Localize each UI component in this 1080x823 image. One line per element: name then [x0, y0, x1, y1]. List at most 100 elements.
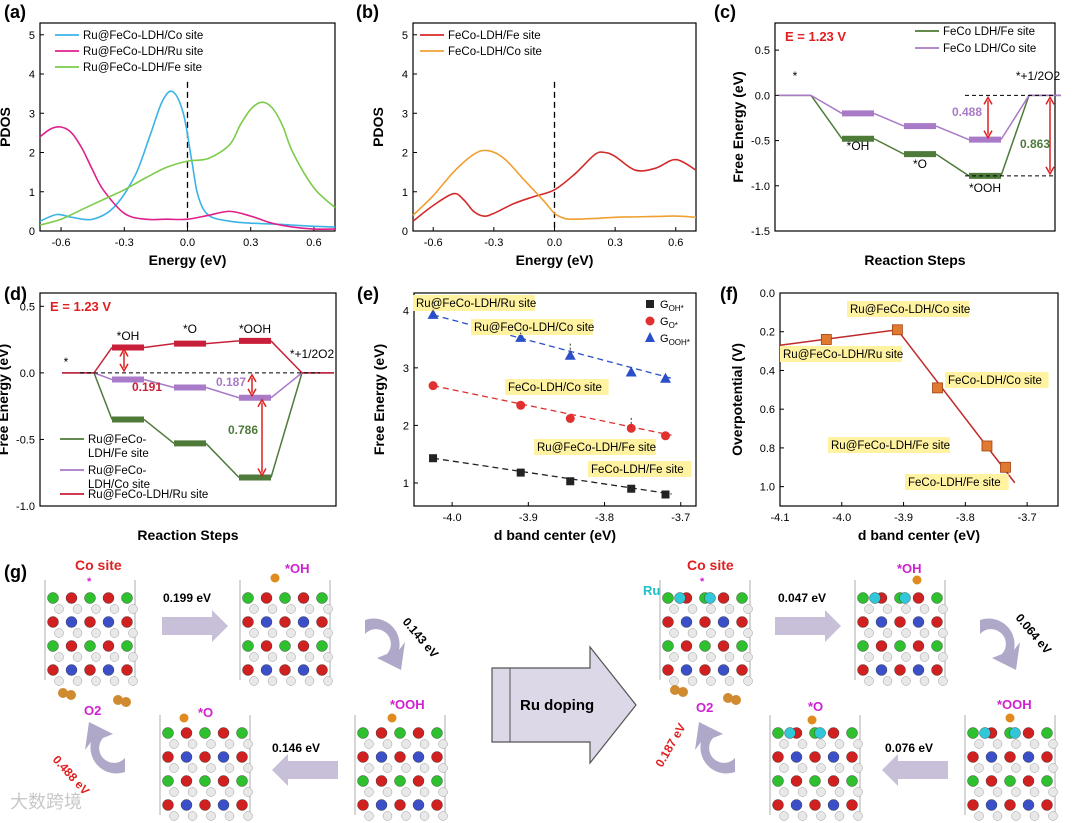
x-tick-label: -4.0 — [443, 512, 462, 524]
energy-connector — [270, 372, 303, 399]
ru-atom — [704, 592, 716, 604]
y-axis-label: PDOS — [0, 107, 13, 147]
label-highlight — [945, 372, 1049, 388]
atom — [790, 775, 803, 787]
data-point — [626, 423, 636, 433]
atom — [84, 616, 96, 628]
atom — [846, 751, 858, 763]
atom — [364, 811, 374, 821]
atom — [1022, 727, 1035, 739]
legend-label: FeCo LDH/Fe site — [943, 26, 1035, 38]
step-label: *O — [913, 157, 927, 171]
atom — [401, 811, 411, 821]
x-axis-label: Reaction Steps — [137, 527, 238, 543]
panel-label-e: (e) — [357, 284, 379, 304]
atom — [401, 763, 411, 773]
curved-arrow — [85, 722, 125, 774]
y-tick-label: 1 — [402, 187, 408, 199]
atom — [180, 727, 193, 739]
atom — [304, 676, 315, 686]
y-tick-label: 1 — [29, 187, 35, 199]
atom — [974, 739, 984, 749]
data-point — [515, 331, 527, 342]
y-tick-label: 3 — [29, 108, 35, 120]
atom — [249, 628, 259, 638]
legend-label: FeCo-LDH/Co site — [448, 46, 542, 58]
atom — [412, 799, 425, 811]
legend-subscript: OH* — [669, 304, 684, 313]
step-arrow — [272, 754, 338, 786]
x-tick-label: -3.8 — [956, 512, 975, 524]
step-energy: 0.064 eV — [1013, 611, 1055, 657]
atom — [992, 811, 1003, 821]
step-energy: 0.143 eV — [400, 615, 442, 661]
atom — [102, 664, 115, 676]
atom — [199, 775, 211, 787]
atom — [1004, 751, 1016, 763]
atom — [809, 751, 821, 763]
ru-doping-label: Ru doping — [520, 697, 594, 714]
atom — [260, 592, 273, 604]
o2-atom — [121, 697, 131, 707]
x-tick-label: -3.8 — [595, 512, 614, 524]
x-tick-label: -0.6 — [52, 237, 71, 249]
atom — [206, 811, 216, 821]
panel-e: -4.0 -3.9 -3.8 -3.7 1 2 3 4 d band center (eV) Fr… — [371, 292, 697, 543]
atom — [431, 775, 443, 787]
data-point — [932, 382, 943, 394]
atom — [1041, 775, 1053, 787]
atom — [375, 799, 388, 811]
slab-structure — [159, 715, 253, 821]
data-point — [429, 454, 438, 463]
legend-symbol: G — [660, 333, 669, 345]
slab-structure — [964, 715, 1058, 821]
atom — [875, 664, 888, 676]
atom — [375, 751, 388, 763]
y-tick-label: 0.4 — [760, 365, 775, 377]
o2-atom — [670, 685, 680, 695]
atom — [224, 811, 235, 821]
slab-structure — [769, 715, 863, 821]
atom — [992, 787, 1003, 797]
atom — [931, 664, 943, 676]
step-label: * — [64, 355, 69, 369]
atom — [919, 652, 930, 662]
atom — [394, 775, 406, 787]
atom — [931, 616, 943, 628]
legend-label: Ru@FeCo- — [88, 465, 146, 477]
atom — [797, 763, 808, 773]
site-star: * — [87, 576, 92, 588]
label-highlight — [471, 319, 593, 335]
atom — [687, 652, 698, 662]
x-tick-label: -0.3 — [484, 237, 503, 249]
atom — [680, 640, 693, 652]
energy-connector — [93, 372, 113, 420]
atom — [699, 640, 711, 652]
atom — [882, 676, 893, 686]
y-tick-label: 4 — [29, 69, 35, 81]
atom — [912, 664, 925, 676]
data-point — [820, 334, 832, 345]
atom — [242, 664, 254, 676]
atom — [985, 799, 998, 811]
atom — [54, 676, 64, 686]
panel-c: 0.5 0.0 -0.5 -1.0 -1.5 Reaction Steps Free Ene… — [730, 22, 1061, 268]
slab-structure — [659, 580, 753, 686]
atom — [816, 811, 826, 821]
step-energy: 0.076 eV — [885, 741, 933, 755]
y-tick-label: 0.6 — [760, 404, 775, 416]
atom — [128, 676, 138, 686]
o2-atom — [66, 690, 76, 700]
atom — [864, 676, 874, 686]
legend-label: GOOH* — [660, 333, 690, 347]
atom — [687, 676, 698, 686]
o2-atom — [113, 695, 123, 705]
atom — [853, 739, 863, 749]
gap-arrow-head — [257, 468, 267, 478]
atom — [121, 592, 133, 604]
atom — [834, 787, 845, 797]
atom — [419, 787, 430, 797]
atom — [394, 727, 406, 739]
atom — [304, 628, 315, 638]
atom — [894, 640, 906, 652]
